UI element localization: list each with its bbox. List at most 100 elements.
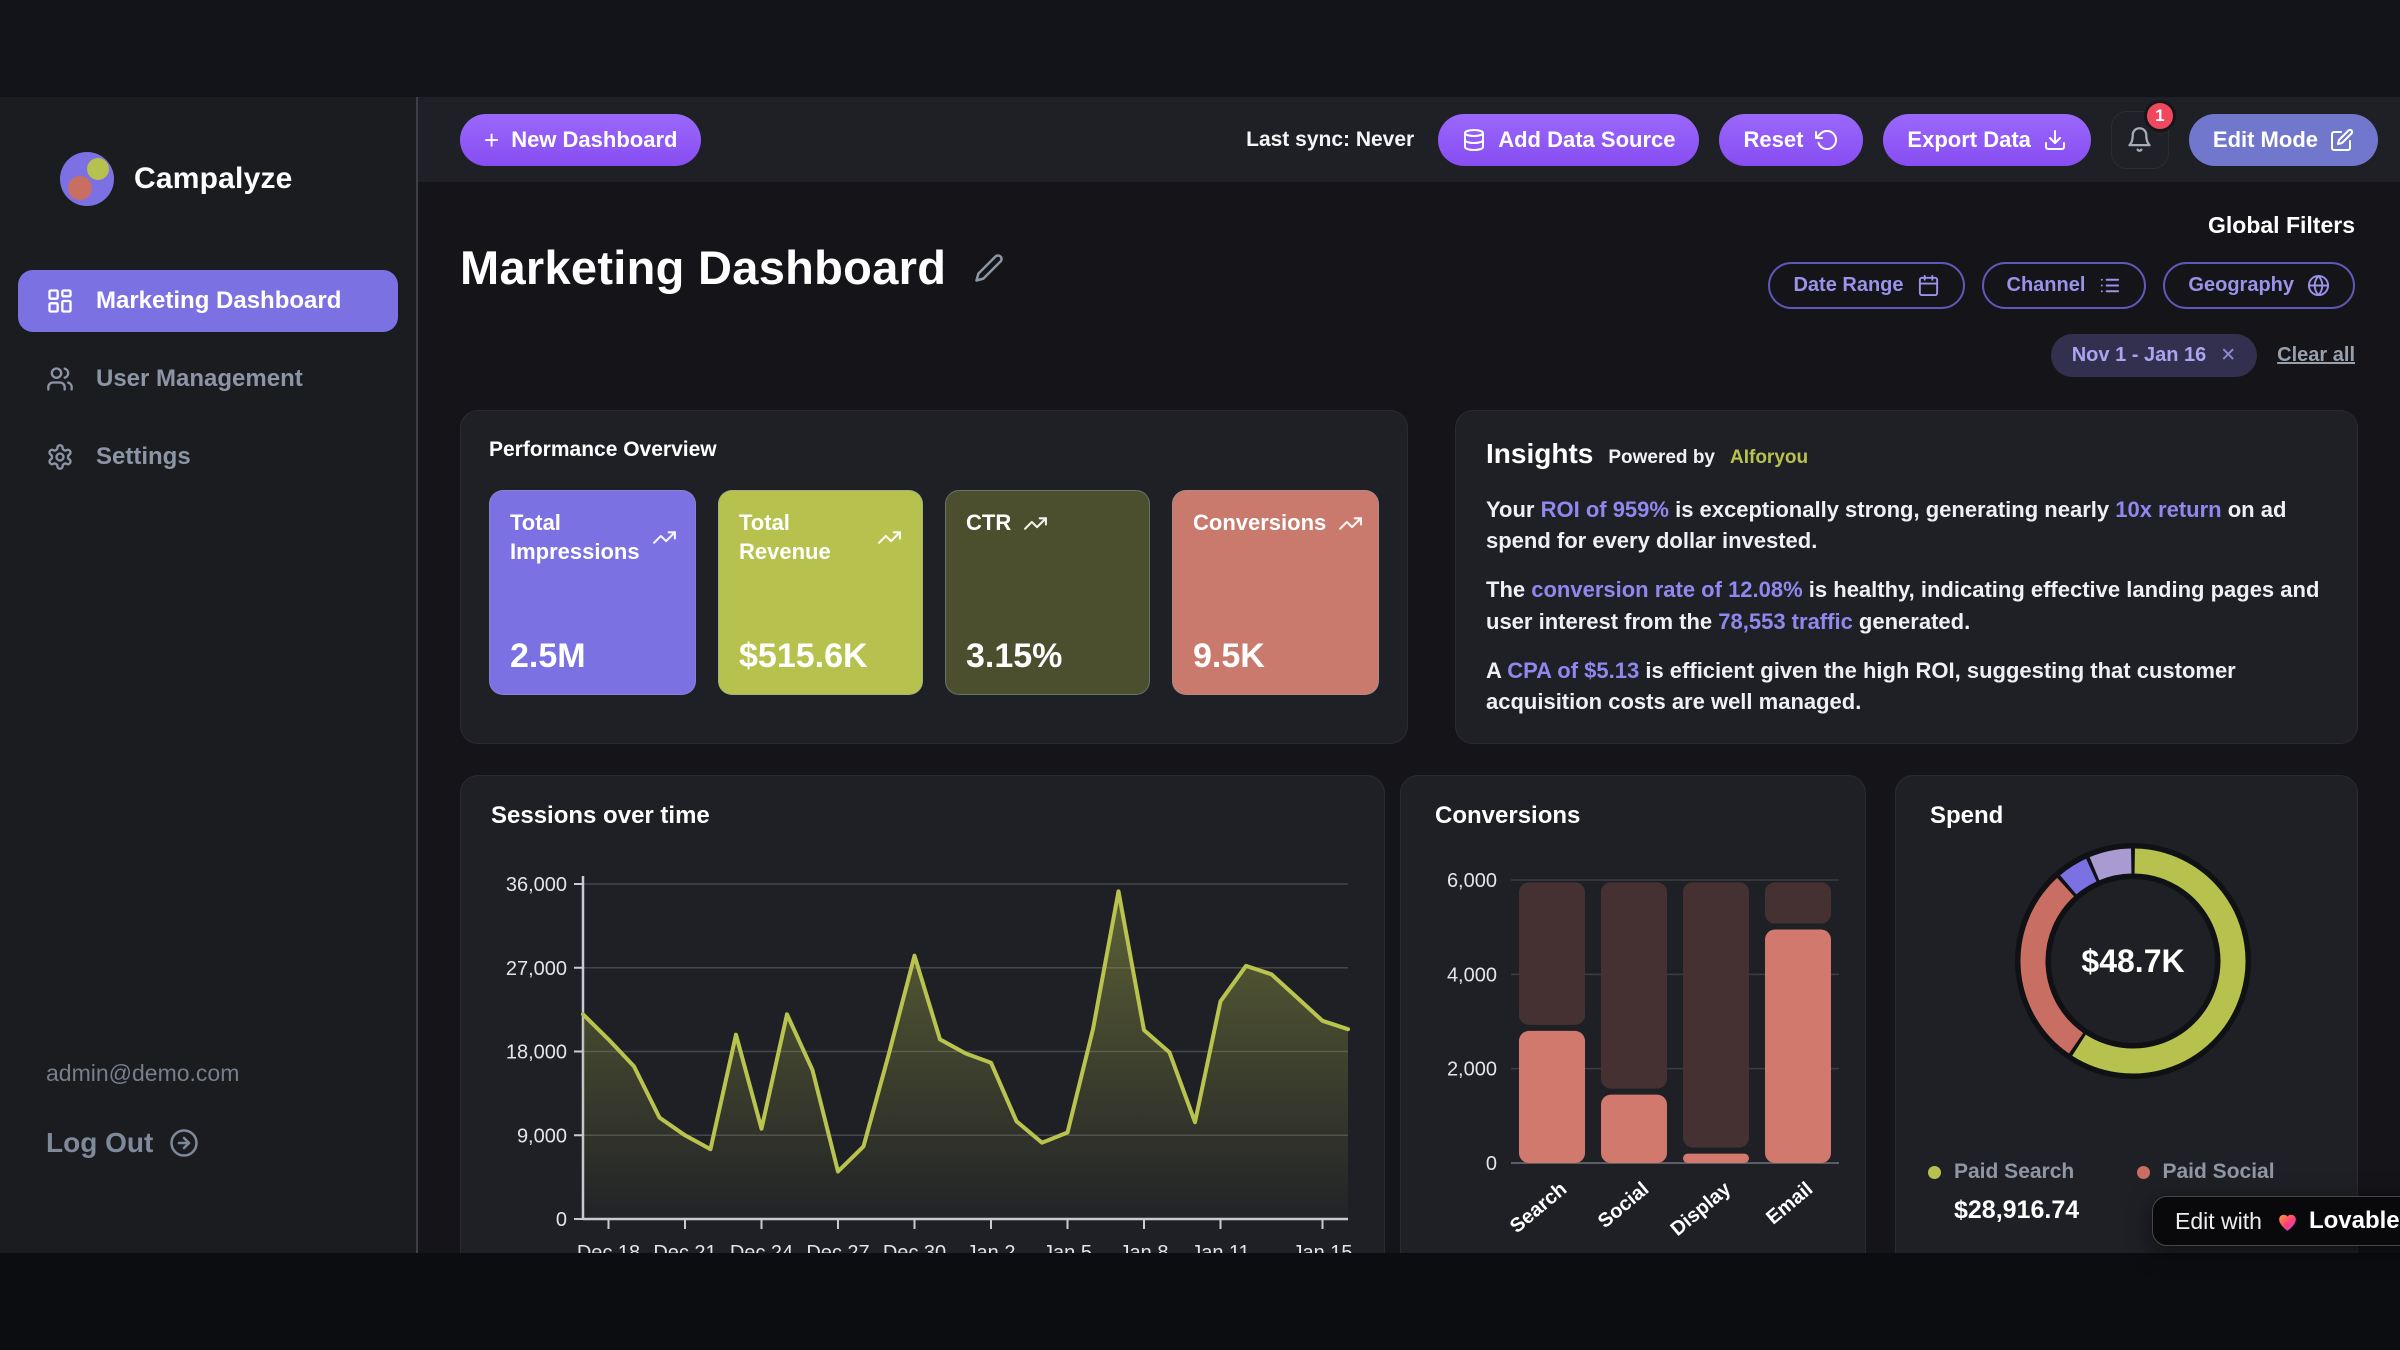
svg-text:0: 0: [556, 1209, 567, 1231]
sessions-chart-panel: Sessions over time 0 9,000 18,000 27,000 36,…: [460, 775, 1385, 1253]
sidebar-item-settings[interactable]: Settings: [18, 426, 398, 488]
clear-all-filters-link[interactable]: Clear all: [2277, 344, 2355, 366]
bell-icon: [2128, 127, 2152, 152]
insights-header: Insights Powered by AIforyou: [1486, 438, 2327, 470]
date-range-filter-button[interactable]: Date Range: [1768, 262, 1965, 309]
trending-up-icon: [878, 531, 901, 544]
edit-mode-button[interactable]: Edit Mode: [2188, 113, 2378, 166]
logout-label: Log Out: [46, 1127, 154, 1158]
sidebar-item-user-management[interactable]: User Management: [18, 348, 398, 410]
kpi-card-ctr[interactable]: CTR 3.15%: [945, 490, 1150, 695]
insights-title: Insights: [1486, 438, 1594, 469]
legend-item-paid-social: Paid Social: [2136, 1160, 2336, 1225]
lovable-brand-label: Lovable: [2308, 1207, 2400, 1234]
insights-ai-brand: AIforyou: [1730, 447, 1809, 468]
insight-paragraph: A CPA of $5.13 is efficient given the hi…: [1486, 657, 2236, 715]
insights-body: Your ROI of 959% is exceptionally strong…: [1486, 494, 2327, 717]
global-filter-buttons: Date Range Channel Geography: [1768, 262, 2355, 309]
insights-powered-by: Powered by: [1608, 447, 1715, 468]
channel-filter-button[interactable]: Channel: [1981, 262, 2147, 309]
last-sync-status: Last sync: Never: [1246, 127, 1415, 151]
svg-text:Display: Display: [1667, 1177, 1736, 1240]
edit-mode-label: Edit Mode: [2212, 126, 2318, 152]
svg-text:Jan 8: Jan 8: [1120, 1242, 1169, 1253]
kpi-card-total-impressions[interactable]: Total Impressions 2.5M: [489, 490, 696, 695]
remove-filter-icon[interactable]: ✕: [2220, 345, 2237, 366]
download-icon: [2044, 129, 2065, 150]
legend-label: Paid Search: [1954, 1160, 2075, 1183]
svg-text:Jan 15: Jan 15: [1292, 1242, 1352, 1253]
sessions-chart-title: Sessions over time: [491, 802, 710, 829]
insight-highlight: 10x return: [2115, 497, 2222, 522]
legend-dot-icon: [1928, 1165, 1941, 1179]
svg-text:6,000: 6,000: [1447, 870, 1497, 892]
rename-dashboard-button[interactable]: [974, 253, 1004, 283]
svg-text:Social: Social: [1594, 1178, 1653, 1233]
kpi-value: 3.15%: [966, 637, 1063, 675]
users-icon: [47, 367, 73, 391]
insight-highlight: CPA of $5.13: [1507, 657, 1640, 683]
list-icon: [2101, 278, 2120, 293]
kpi-label: CTR: [966, 510, 1012, 535]
square-pen-icon: [2331, 128, 2354, 151]
brand-name: Campalyze: [134, 162, 293, 195]
sidebar-item-label: Settings: [96, 443, 191, 470]
trending-up-icon: [1339, 517, 1363, 530]
gear-icon: [48, 444, 72, 470]
logout-button[interactable]: Log Out: [46, 1127, 199, 1159]
sidebar-item-marketing-dashboard[interactable]: Marketing Dashboard: [18, 270, 398, 332]
svg-text:0: 0: [1486, 1153, 1497, 1175]
reset-button[interactable]: Reset: [1719, 113, 1864, 166]
sessions-line-chart: 0 9,000 18,000 27,000 36,000 Dec 18 Dec 21 Dec …: [506, 874, 1353, 1253]
notifications-button[interactable]: 1: [2110, 99, 2176, 169]
trending-up-icon: [1024, 517, 1048, 530]
page-title: Marketing Dashboard: [460, 240, 1004, 295]
kpi-card-conversions[interactable]: Conversions 9.5K: [1172, 490, 1379, 695]
insight-highlight: conversion rate of 12.08%: [1531, 577, 1803, 603]
kpi-card-total-revenue[interactable]: Total Revenue $515.6K: [718, 490, 923, 695]
legend-label: Paid Social: [2162, 1160, 2275, 1183]
top-strip: [0, 0, 2400, 97]
spend-total-value: $48.7K: [2081, 943, 2184, 979]
insight-highlight: ROI of 959%: [1540, 497, 1669, 522]
svg-text:Jan 5: Jan 5: [1043, 1242, 1092, 1253]
insights-panel: Insights Powered by AIforyou Your ROI of…: [1455, 410, 2358, 744]
legend-dot-icon: [2136, 1165, 2150, 1179]
svg-text:27,000: 27,000: [506, 958, 567, 980]
geography-label: Geography: [2188, 274, 2294, 296]
user-email: admin@demo.com: [46, 1060, 240, 1086]
new-dashboard-label: New Dashboard: [511, 126, 678, 152]
add-data-source-label: Add Data Source: [1498, 126, 1676, 152]
geography-filter-button[interactable]: Geography: [2163, 262, 2355, 309]
svg-text:Dec 24: Dec 24: [730, 1242, 793, 1253]
svg-text:Email: Email: [1762, 1178, 1817, 1229]
lovable-heart-icon: [2279, 1214, 2296, 1231]
channel-label: Channel: [2006, 274, 2086, 296]
conversions-chart-title: Conversions: [1435, 802, 1581, 829]
rotate-ccw-icon: [1815, 129, 1838, 150]
calendar-icon: [1918, 274, 1938, 297]
svg-text:Jan 11: Jan 11: [1191, 1242, 1250, 1253]
svg-text:9,000: 9,000: [517, 1125, 567, 1147]
trending-up-icon: [652, 531, 676, 544]
svg-text:Dec 30: Dec 30: [883, 1242, 946, 1253]
campalyze-logo-icon: [60, 152, 114, 206]
kpi-row: Total Impressions 2.5M Total Revenue $51…: [489, 490, 1379, 695]
legend-value: $28,916.74: [1954, 1196, 2080, 1224]
notification-badge: 1: [2143, 99, 2176, 132]
date-filter-chip[interactable]: Nov 1 - Jan 16 ✕: [2050, 334, 2258, 377]
edit-with-lovable-badge[interactable]: Edit with Lovable ✕: [2152, 1196, 2400, 1246]
database-icon: [1464, 128, 1485, 151]
new-dashboard-button[interactable]: + New Dashboard: [460, 113, 702, 166]
export-data-button[interactable]: Export Data: [1883, 113, 2091, 166]
svg-text:4,000: 4,000: [1447, 964, 1497, 986]
insight-paragraph: Your ROI of 959% is exceptionally strong…: [1486, 497, 2287, 554]
svg-text:18,000: 18,000: [506, 1042, 567, 1064]
sidebar-item-label: User Management: [96, 365, 303, 392]
insight-highlight: 78,553 traffic: [1718, 608, 1853, 634]
sidebar-item-label: Marketing Dashboard: [96, 287, 342, 314]
insight-paragraph: The conversion rate of 12.08% is healthy…: [1486, 577, 2320, 634]
add-data-source-button[interactable]: Add Data Source: [1438, 113, 1700, 166]
